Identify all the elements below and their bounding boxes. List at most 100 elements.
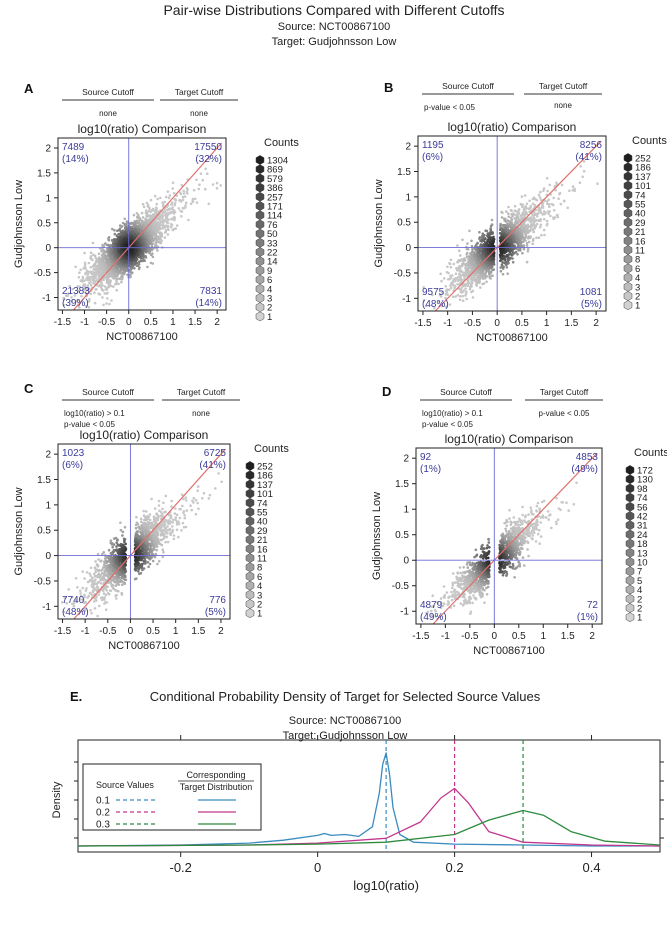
- scatter-point: [76, 285, 80, 288]
- scatter-point: [150, 253, 153, 257]
- scatter-point: [542, 210, 546, 213]
- scatter-point: [452, 277, 456, 281]
- scatter-point: [93, 282, 96, 285]
- scatter-point: [99, 257, 102, 261]
- legend-hexagon: [255, 201, 265, 211]
- scatter-point: [439, 272, 443, 276]
- legend-hexagon: [255, 173, 265, 184]
- scatter-point: [562, 199, 566, 203]
- scatter-point: [93, 271, 96, 275]
- scatter-point: [101, 265, 104, 268]
- scatter-point: [529, 204, 533, 208]
- scatter-point: [470, 285, 473, 288]
- scatter-point: [116, 272, 120, 275]
- legend-hexagon: [623, 162, 633, 173]
- scatter-point: [474, 280, 477, 283]
- scatter-point: [532, 219, 536, 223]
- scatter-point: [500, 210, 503, 214]
- scatter-point: [219, 184, 222, 187]
- scatter-point: [549, 214, 552, 218]
- scatter-point: [115, 288, 118, 292]
- scatter-point: [165, 216, 169, 220]
- scatter-point: [522, 222, 526, 226]
- legend-hexagon: [255, 182, 265, 193]
- scatter-point: [114, 238, 117, 242]
- scatter-point: [120, 234, 124, 238]
- scatter-point: [138, 239, 141, 243]
- legend-value: 257: [267, 192, 283, 203]
- panel-letter: A: [24, 81, 34, 96]
- quadrant-top-left-count: 1195: [422, 140, 444, 151]
- scatter-point: [545, 177, 549, 180]
- scatter-point: [509, 239, 513, 242]
- scatter-point: [526, 237, 530, 240]
- scatter-point: [454, 295, 457, 298]
- scatter-point: [546, 189, 549, 193]
- scatter-point: [525, 202, 529, 206]
- scatter-point: [523, 207, 527, 210]
- scatter-point: [112, 271, 116, 274]
- legend-hexagon: [623, 208, 633, 219]
- scatter-point: [106, 274, 109, 277]
- x-tick-label: 1.5: [564, 318, 578, 329]
- scatter-point: [478, 257, 482, 261]
- scatter-point: [465, 251, 469, 255]
- scatter-point: [145, 223, 148, 227]
- scatter-point: [140, 241, 144, 244]
- scatter-point: [148, 229, 151, 233]
- scatter-point: [123, 259, 127, 263]
- scatter-point: [468, 255, 472, 259]
- legend-hexagon: [623, 281, 633, 292]
- legend-hexagon: [623, 180, 633, 191]
- scatter-point: [537, 208, 541, 212]
- scatter-point: [535, 236, 538, 239]
- scatter-point: [67, 292, 70, 295]
- scatter-point: [134, 526, 138, 530]
- scatter-point: [154, 241, 157, 245]
- scatter-point: [500, 216, 504, 219]
- scatter-point: [137, 262, 141, 266]
- legend-hexagon: [255, 311, 265, 322]
- scatter-point: [141, 223, 145, 227]
- scatter-point: [97, 558, 100, 561]
- scatter-point: [458, 267, 462, 270]
- scatter-point: [520, 195, 524, 198]
- scatter-point: [143, 250, 147, 253]
- scatter-point: [113, 229, 116, 232]
- scatter-point: [470, 250, 474, 254]
- scatter-point: [159, 231, 162, 234]
- scatter-point: [198, 183, 201, 186]
- scatter-point: [545, 200, 549, 203]
- legend-hexagon: [255, 219, 265, 230]
- scatter-point: [135, 249, 138, 252]
- plot-title: log10(ratio) Comparison: [80, 428, 209, 442]
- scatter-point: [138, 244, 141, 247]
- scatter-point: [104, 288, 108, 291]
- scatter-point: [174, 507, 177, 510]
- scatter-point: [116, 253, 119, 257]
- scatter-point: [489, 249, 492, 253]
- scatter-point: [86, 271, 90, 275]
- scatter-point: [201, 178, 205, 182]
- scatter-point: [135, 221, 139, 225]
- scatter-point: [96, 552, 100, 556]
- scatter-point: [480, 240, 484, 243]
- scatter-point: [148, 207, 151, 210]
- scatter-point: [528, 199, 531, 203]
- scatter-point: [458, 298, 462, 302]
- x-tick-label: -0.5: [98, 317, 116, 328]
- scatter-point: [190, 508, 193, 512]
- scatter-point: [123, 244, 127, 248]
- scatter-point: [132, 245, 136, 248]
- scatter-point: [112, 285, 115, 288]
- legend-hexagon: [255, 164, 265, 175]
- quadrant-top-right-pct: (41%): [575, 152, 602, 163]
- scatter-point: [70, 296, 73, 299]
- scatter-point: [107, 271, 111, 275]
- scatter-point: [110, 244, 113, 247]
- scatter-point: [521, 204, 524, 208]
- scatter-point: [501, 236, 504, 240]
- legend-value: 4: [267, 284, 272, 295]
- scatter-point: [146, 240, 150, 244]
